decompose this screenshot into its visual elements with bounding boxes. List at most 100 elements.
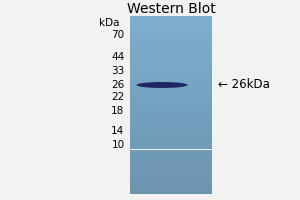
Bar — [130, 183, 212, 184]
Bar — [130, 94, 212, 95]
Bar — [130, 115, 212, 116]
Bar — [130, 48, 212, 49]
Bar — [130, 170, 212, 171]
Bar — [130, 39, 212, 40]
Bar — [130, 69, 212, 70]
Bar — [130, 176, 212, 177]
Bar — [130, 82, 212, 83]
Bar — [130, 121, 212, 122]
Text: 22: 22 — [111, 92, 124, 102]
Bar — [130, 95, 212, 96]
Bar — [130, 67, 212, 68]
Bar — [130, 126, 212, 127]
Bar — [130, 28, 212, 29]
Bar — [130, 55, 212, 56]
Bar — [130, 107, 212, 108]
Bar — [130, 187, 212, 188]
Bar — [130, 119, 212, 120]
Bar — [130, 152, 212, 153]
Bar — [130, 40, 212, 41]
Bar — [130, 114, 212, 115]
Bar — [130, 182, 212, 183]
Bar — [130, 19, 212, 20]
Bar — [130, 108, 212, 109]
Bar — [130, 159, 212, 160]
Bar — [130, 156, 212, 157]
Bar — [130, 130, 212, 131]
Bar — [130, 192, 212, 193]
Bar — [130, 186, 212, 187]
Bar — [130, 129, 212, 130]
Bar — [130, 68, 212, 69]
Bar — [130, 100, 212, 101]
Bar — [130, 91, 212, 92]
Bar — [130, 184, 212, 185]
Bar — [130, 132, 212, 133]
Bar — [130, 101, 212, 102]
Bar — [130, 51, 212, 52]
Bar — [130, 150, 212, 151]
Bar — [130, 116, 212, 117]
Bar — [130, 41, 212, 42]
Bar — [130, 54, 212, 55]
Bar — [130, 49, 212, 50]
Bar — [130, 17, 212, 18]
Text: 14: 14 — [111, 126, 124, 136]
Bar — [130, 84, 212, 85]
Bar — [130, 99, 212, 100]
Ellipse shape — [136, 82, 188, 88]
Bar — [130, 111, 212, 112]
Bar — [130, 31, 212, 32]
Bar — [130, 63, 212, 64]
Bar — [130, 71, 212, 72]
Bar — [130, 169, 212, 170]
Bar — [130, 47, 212, 48]
Bar — [130, 144, 212, 145]
Bar — [130, 74, 212, 75]
Bar — [130, 173, 212, 174]
Bar — [130, 140, 212, 141]
Bar — [130, 23, 212, 24]
Bar — [130, 188, 212, 189]
Bar — [130, 56, 212, 57]
Bar — [130, 178, 212, 179]
Text: ← 26kDa: ← 26kDa — [218, 78, 269, 92]
Bar — [130, 136, 212, 137]
Bar — [130, 33, 212, 34]
Bar — [130, 62, 212, 63]
Bar — [130, 146, 212, 147]
Bar — [130, 158, 212, 159]
Bar — [130, 105, 212, 106]
Bar — [130, 72, 212, 73]
Bar — [130, 145, 212, 146]
Bar — [130, 75, 212, 76]
Bar — [130, 20, 212, 21]
Bar — [130, 83, 212, 84]
Text: 70: 70 — [111, 30, 124, 40]
Text: 10: 10 — [111, 140, 124, 150]
Bar — [130, 21, 212, 22]
Bar — [130, 157, 212, 158]
Bar — [130, 73, 212, 74]
Bar — [130, 27, 212, 28]
Bar — [130, 165, 212, 166]
Bar — [130, 87, 212, 88]
Bar — [130, 189, 212, 190]
Bar — [130, 168, 212, 169]
Bar — [130, 32, 212, 33]
Bar — [130, 161, 212, 162]
Bar — [130, 147, 212, 148]
Bar — [130, 166, 212, 167]
Bar — [130, 53, 212, 54]
Bar — [130, 143, 212, 144]
Bar — [130, 137, 212, 138]
Bar — [130, 102, 212, 103]
Bar — [130, 164, 212, 165]
Bar — [130, 191, 212, 192]
Bar — [130, 26, 212, 27]
Bar — [130, 142, 212, 143]
Bar — [130, 86, 212, 87]
Bar — [130, 109, 212, 110]
Bar — [130, 16, 212, 17]
Bar — [130, 180, 212, 181]
